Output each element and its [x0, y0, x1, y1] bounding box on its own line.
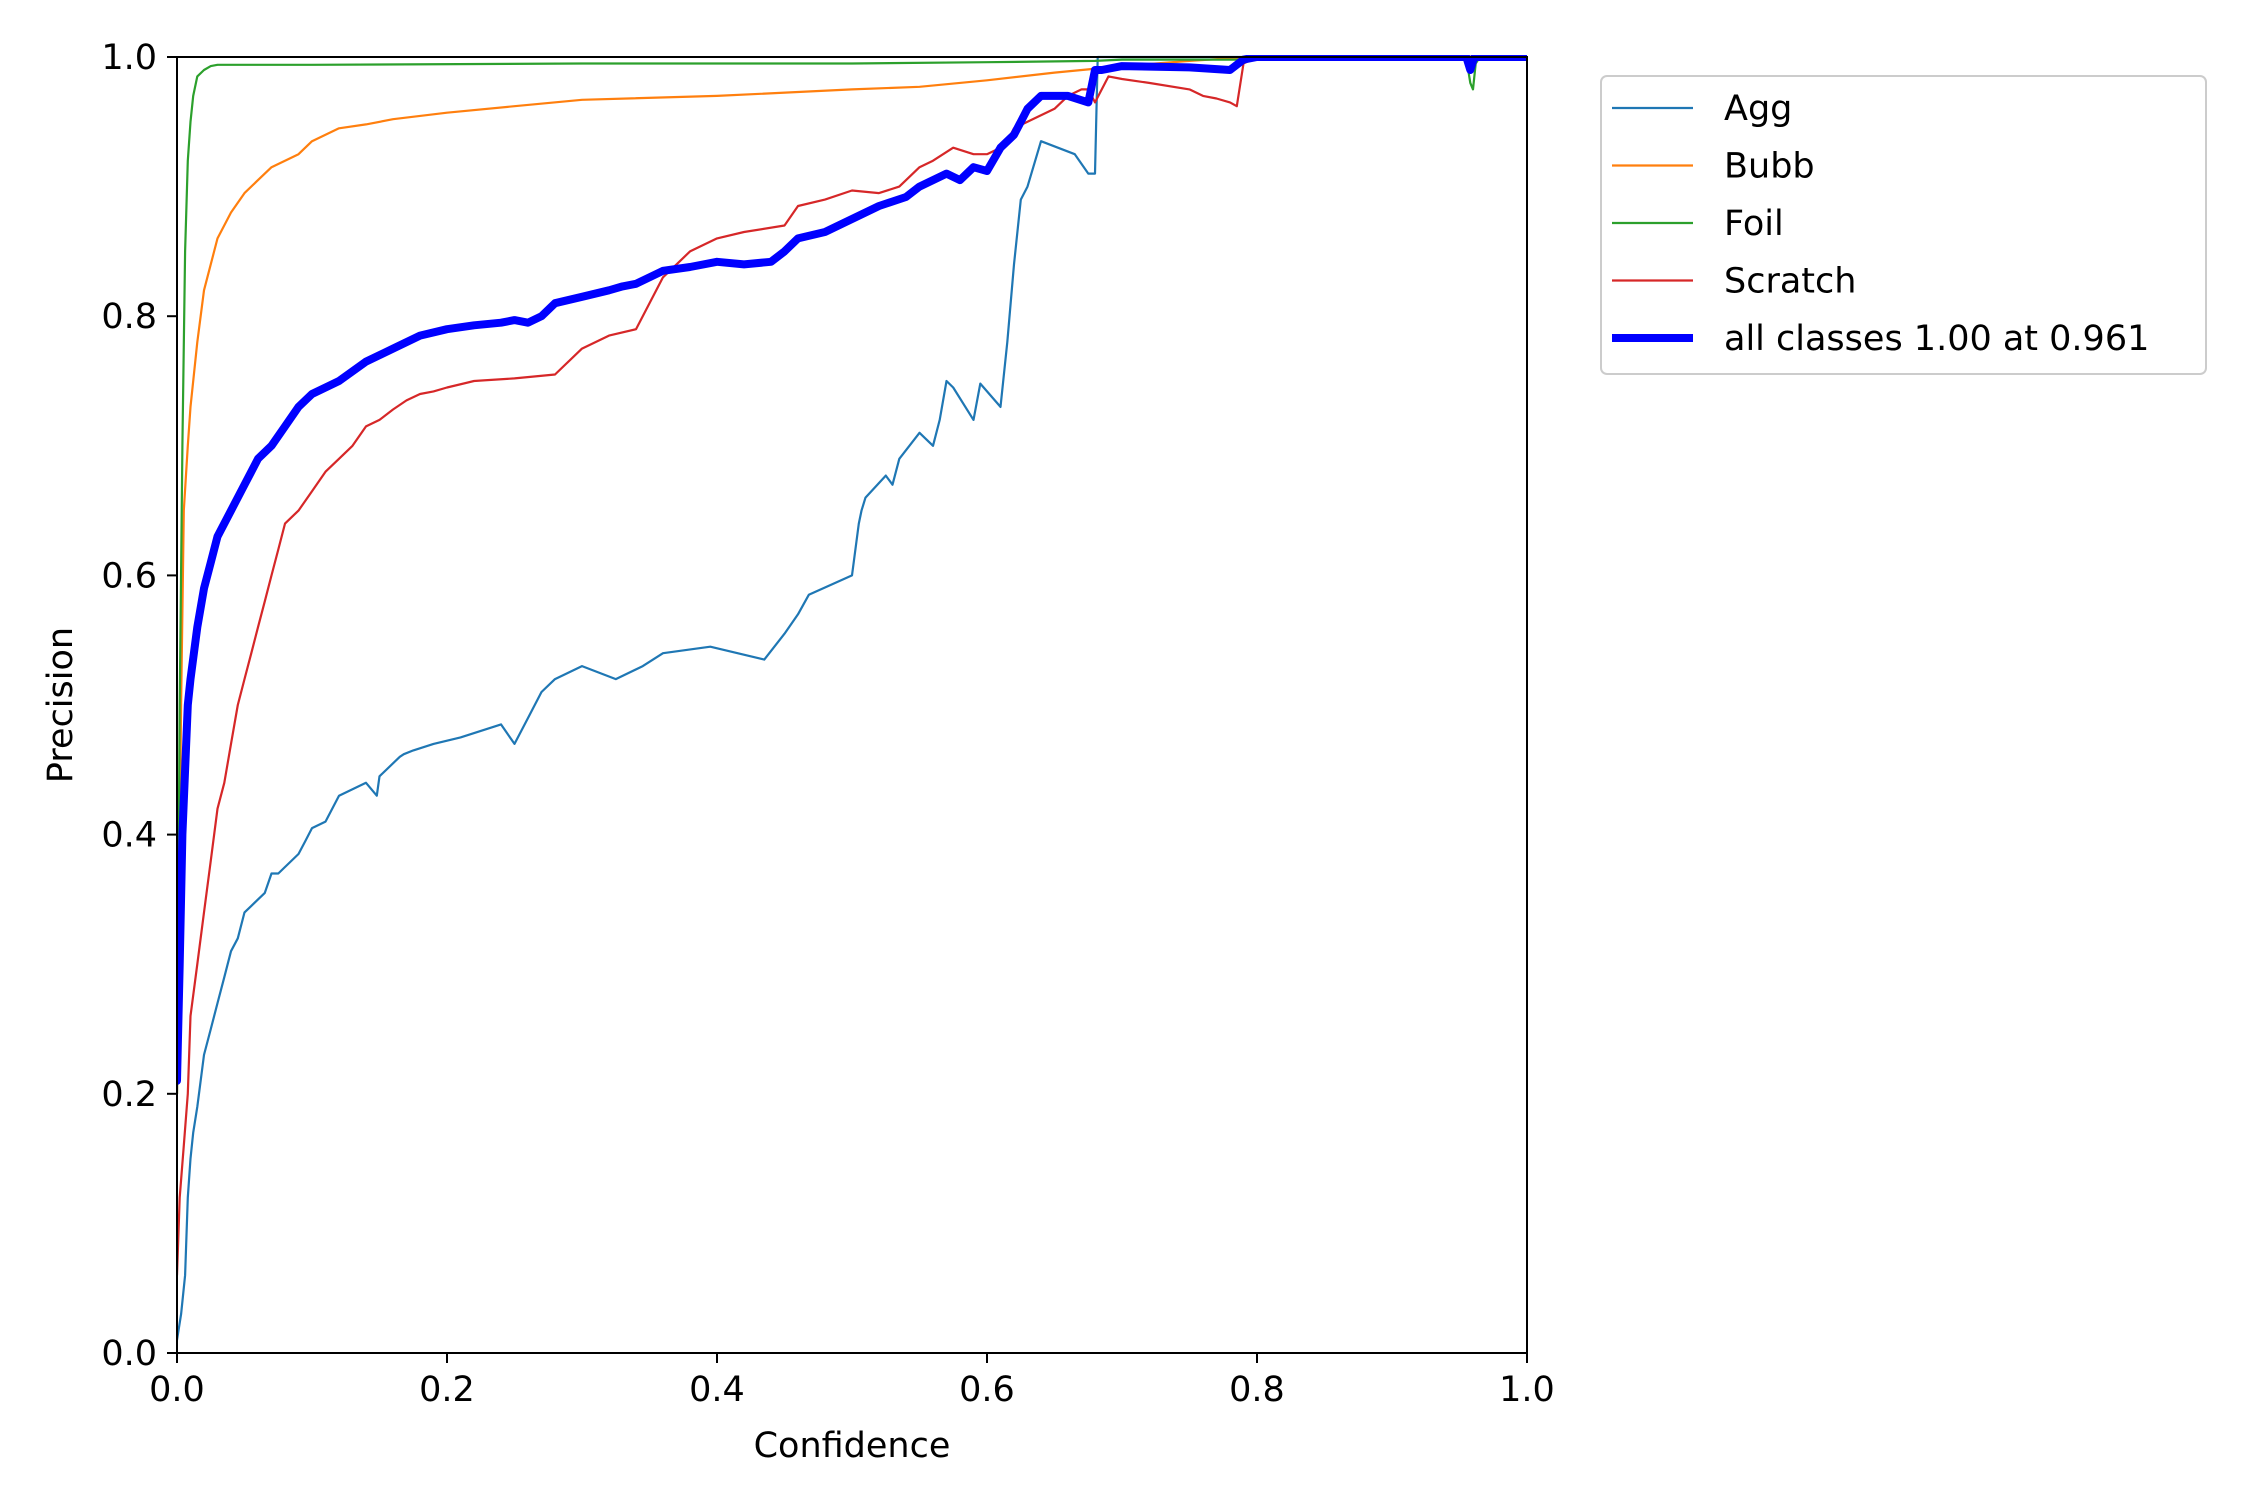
legend-label: Scratch: [1724, 262, 1856, 302]
y-axis-label: Precision: [41, 627, 81, 783]
x-tick-label: 0.2: [419, 1370, 475, 1410]
y-tick-label: 0.8: [101, 297, 157, 337]
y-tick-label: 0.0: [101, 1334, 157, 1374]
x-tick-label: 0.8: [1229, 1370, 1285, 1410]
legend: Agg Bubb Foil Scratch all classes 1.00 at 0.…: [1600, 75, 2207, 375]
series-line-agg: [177, 55, 1527, 1342]
series-layer: [177, 55, 1527, 1342]
legend-label: Agg: [1724, 89, 1792, 129]
y-axis: 0.0 0.2 0.4 0.6 0.8 1.0: [101, 38, 177, 1374]
x-axis-label: Confidence: [754, 1426, 951, 1466]
y-tick-label: 0.2: [101, 1075, 157, 1115]
x-tick-label: 0.6: [959, 1370, 1015, 1410]
y-tick-label: 1.0: [101, 38, 157, 78]
x-tick-label: 0.0: [149, 1370, 205, 1410]
series-line-all: [177, 55, 1527, 1085]
series-line-foil: [177, 55, 1527, 1095]
legend-frame: [1600, 75, 2207, 375]
x-tick-label: 1.0: [1499, 1370, 1555, 1410]
plot-area: [177, 57, 1527, 1353]
plot-frame: [176, 56, 1528, 1354]
y-tick-label: 0.4: [101, 816, 157, 856]
legend-label: Bubb: [1724, 147, 1815, 187]
y-tick-label: 0.6: [101, 556, 157, 596]
legend-label: all classes 1.00 at 0.961: [1724, 319, 2149, 359]
x-axis: 0.0 0.2 0.4 0.6 0.8 1.0: [149, 1353, 1555, 1410]
x-tick-label: 0.4: [689, 1370, 745, 1410]
legend-label: Foil: [1724, 204, 1784, 244]
